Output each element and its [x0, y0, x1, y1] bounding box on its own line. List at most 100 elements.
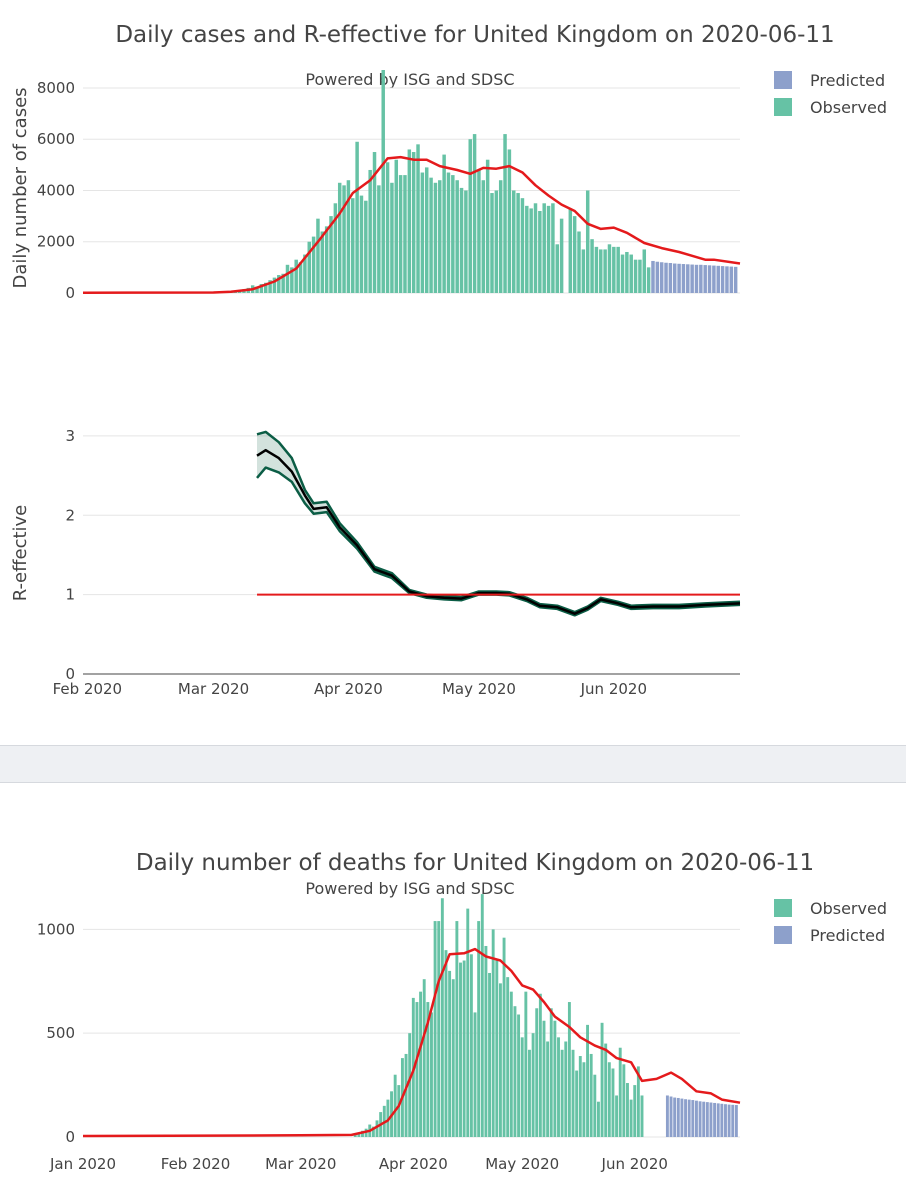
- cases-observed-bar: [268, 280, 272, 293]
- cases-predicted-bar: [707, 265, 712, 293]
- cases-observed-bar: [385, 162, 390, 293]
- deaths-predicted-bar: [709, 1102, 713, 1137]
- cases-observed-bar: [433, 182, 438, 293]
- cases-observed-bar: [533, 203, 538, 293]
- deaths-y-tick-label: 1000: [37, 920, 75, 938]
- deaths-observed-bar: [636, 1066, 640, 1137]
- cases-observed-bar: [472, 134, 477, 293]
- deaths-observed-bar: [513, 1006, 517, 1137]
- cases-observed-bar: [590, 239, 594, 293]
- deaths-predicted-bar: [731, 1104, 735, 1137]
- r-y-tick-label: 1: [65, 586, 75, 604]
- legend-label-predicted[interactable]: Predicted: [810, 926, 885, 945]
- legend-swatch-observed[interactable]: [774, 98, 792, 116]
- cases-observed-bar: [481, 180, 486, 293]
- cases-observed-bar: [372, 152, 377, 293]
- cases-observed-bar: [403, 175, 407, 293]
- cases-observed-bar: [538, 210, 542, 293]
- cases-observed-bar: [424, 167, 429, 293]
- deaths-observed-bar: [459, 962, 462, 1137]
- cases-predicted-bar: [733, 266, 738, 293]
- cases-observed-bar: [377, 185, 381, 293]
- deaths-observed-bar: [604, 1043, 608, 1137]
- r-x-tick-label: Feb 2020: [53, 680, 123, 698]
- r-x-ticks: Feb 2020 Mar 2020 Apr 2020 May 2020 Jun 2020: [53, 680, 647, 698]
- deaths-observed-bar: [455, 921, 459, 1137]
- cases-observed-bar: [381, 70, 385, 293]
- deaths-observed-bar: [586, 1024, 589, 1137]
- deaths-observed-bar: [361, 1130, 364, 1137]
- r-gridlines: [83, 435, 740, 675]
- deaths-y-tick-label: 500: [46, 1024, 75, 1042]
- deaths-observed-bar: [502, 937, 506, 1137]
- cases-y-tick-label: 6000: [37, 130, 75, 148]
- deaths-chart-title: Daily number of deaths for United Kingdo…: [136, 850, 814, 876]
- deaths-observed-bar: [506, 977, 510, 1137]
- deaths-predicted-bar: [716, 1103, 720, 1137]
- legend-label-predicted[interactable]: Predicted: [810, 71, 885, 90]
- cases-observed-bar: [555, 244, 559, 293]
- cases-and-r-panel: Daily cases and R-effective for United K…: [10, 22, 887, 698]
- deaths-predicted-bar: [673, 1097, 677, 1137]
- cases-observed-bar: [320, 231, 325, 293]
- cases-observed-bar: [342, 185, 346, 293]
- deaths-observed-bar: [480, 894, 484, 1137]
- deaths-observed-bar: [560, 1049, 564, 1137]
- legend-swatch-predicted[interactable]: [774, 926, 792, 944]
- cases-observed-bar: [477, 169, 481, 293]
- r-x-tick-label: Apr 2020: [314, 680, 383, 698]
- cases-observed-bar: [337, 182, 342, 293]
- cases-observed-bar: [612, 246, 616, 293]
- deaths-observed-bar: [433, 921, 437, 1137]
- deaths-predicted-bar: [734, 1105, 738, 1137]
- cases-observed-bar: [577, 231, 581, 293]
- cases-observed-bar: [594, 246, 599, 293]
- legend-swatch-predicted[interactable]: [774, 71, 792, 89]
- cases-observed-bar: [272, 277, 277, 293]
- deaths-observed-bar: [567, 1002, 571, 1137]
- cases-observed-bar: [333, 203, 338, 293]
- cases-observed-bar: [442, 154, 446, 293]
- r-x-tick-label: Jun 2020: [580, 680, 647, 698]
- legend-label-observed[interactable]: Observed: [810, 899, 887, 918]
- cases-observed-bar: [351, 198, 355, 293]
- deaths-observed-bar: [451, 979, 455, 1137]
- deaths-observed-bar: [415, 1002, 419, 1137]
- deaths-observed-bar: [397, 1085, 401, 1137]
- cases-legend[interactable]: Predicted Observed: [774, 71, 887, 117]
- deaths-y-tick-label: 0: [65, 1128, 75, 1146]
- r-upper-bound-line: [256, 430, 741, 614]
- deaths-legend[interactable]: Observed Predicted: [774, 899, 887, 945]
- cases-predicted-bar: [712, 265, 716, 293]
- cases-predicted-bar: [690, 264, 694, 293]
- legend-swatch-observed[interactable]: [774, 899, 792, 917]
- deaths-bars: [353, 894, 644, 1137]
- cases-observed-bar: [316, 218, 320, 293]
- deaths-predicted-bar: [684, 1099, 688, 1137]
- deaths-panel: Daily number of deaths for United Kingdo…: [0, 782, 906, 1200]
- cases-predicted-bar: [655, 261, 660, 293]
- cases-y-tick-label: 0: [65, 284, 75, 302]
- r-y-axis-title: R-effective: [10, 505, 31, 602]
- deaths-observed-bar: [542, 1020, 546, 1137]
- deaths-observed-bar: [629, 1099, 633, 1137]
- cases-observed-bar: [294, 259, 298, 293]
- deaths-observed-bar: [626, 1083, 629, 1137]
- deaths-observed-bar: [477, 921, 481, 1137]
- legend-label-observed[interactable]: Observed: [810, 98, 887, 117]
- cases-predicted-bar: [677, 263, 681, 293]
- cases-predicted-bar: [664, 262, 668, 293]
- cases-observed-bar: [277, 275, 281, 293]
- deaths-observed-bar: [448, 970, 452, 1137]
- cases-observed-bar: [355, 141, 359, 293]
- cases-and-r-figure: Daily cases and R-effective for United K…: [10, 22, 887, 698]
- cases-observed-bar: [324, 226, 329, 293]
- cases-observed-bar: [633, 259, 638, 293]
- deaths-x-tick-label: Feb 2020: [161, 1155, 231, 1173]
- deaths-predicted-bar: [724, 1104, 727, 1137]
- cases-observed-bar: [346, 180, 351, 293]
- cases-observed-bar: [629, 254, 633, 293]
- cases-observed-bar: [616, 246, 620, 293]
- deaths-predicted-bar: [687, 1099, 691, 1137]
- deaths-observed-bar: [462, 960, 466, 1137]
